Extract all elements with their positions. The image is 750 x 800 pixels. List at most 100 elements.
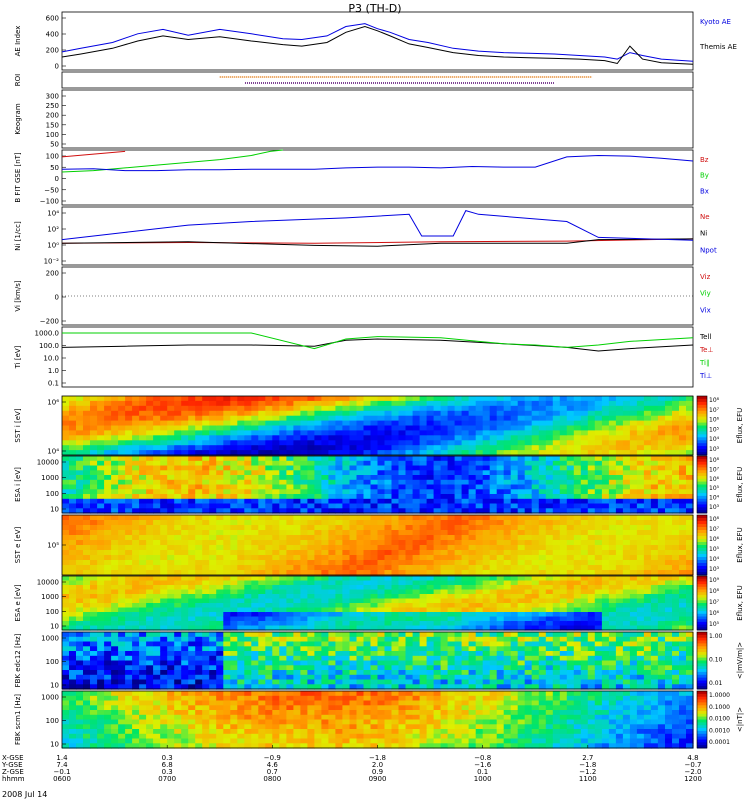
- heatmap-cell: [181, 570, 189, 576]
- heatmap-cell: [244, 550, 252, 556]
- colorbar-swatch: [697, 470, 707, 474]
- heatmap-cell: [552, 456, 561, 462]
- colorbar-swatch: [697, 563, 707, 567]
- heatmap-cell: [349, 515, 358, 521]
- heatmap-cell: [139, 665, 147, 671]
- heatmap-cell: [496, 621, 505, 627]
- heatmap-cell: [265, 445, 273, 451]
- heatmap-cell: [524, 465, 533, 471]
- legend-bfit-1: By: [700, 172, 709, 180]
- heatmap-cell: [524, 585, 533, 591]
- colorbar-swatch: [697, 586, 707, 590]
- heatmap-cell: [293, 405, 301, 412]
- heatmap-cell: [202, 470, 210, 476]
- heatmap-cell: [104, 420, 112, 427]
- heatmap-cell: [370, 498, 379, 505]
- heatmap-cell: [321, 646, 329, 652]
- colorbar-swatch: [697, 597, 707, 601]
- heatmap-cell: [335, 607, 343, 613]
- heatmap-cell: [174, 530, 182, 536]
- heatmap-cell: [300, 450, 308, 456]
- heatmap-cell: [524, 400, 533, 407]
- heatmap-cell: [650, 621, 659, 627]
- heatmap-cell: [83, 660, 91, 666]
- heatmap-cell: [139, 585, 147, 591]
- heatmap-cell: [496, 396, 505, 402]
- heatmap-cell: [153, 603, 161, 609]
- heatmap-cell: [419, 489, 428, 495]
- heatmap-cell: [111, 570, 119, 576]
- heatmap-cell: [202, 679, 210, 685]
- heatmap-cell: [300, 603, 308, 609]
- heatmap-cell: [76, 530, 84, 536]
- heatmap-cell: [482, 494, 491, 500]
- heatmap-cell: [566, 435, 575, 441]
- colorbar-label: Eflux, EFU: [736, 408, 744, 443]
- heatmap-cell: [433, 470, 442, 476]
- heatmap-cell: [657, 475, 666, 481]
- heatmap-cell: [665, 494, 673, 500]
- heatmap-cell: [111, 396, 119, 402]
- heatmap-cell: [384, 440, 393, 446]
- heatmap-cell: [335, 603, 343, 609]
- heatmap-cell: [391, 400, 400, 407]
- heatmap-cell: [111, 565, 119, 571]
- heatmap-cell: [510, 565, 519, 571]
- heatmap-cell: [97, 484, 105, 490]
- heatmap-cell: [83, 405, 91, 412]
- heatmap-cell: [398, 405, 407, 412]
- heatmap-cell: [300, 430, 308, 436]
- heatmap-cell: [321, 679, 329, 685]
- heatmap-cell: [328, 670, 336, 676]
- heatmap-cell: [517, 585, 526, 591]
- heatmap-cell: [615, 445, 624, 451]
- heatmap-cell: [538, 540, 547, 546]
- heatmap-cell: [76, 494, 84, 500]
- heatmap-cell: [111, 625, 119, 631]
- heatmap-cell: [643, 425, 652, 431]
- heatmap-cell: [160, 484, 168, 490]
- heatmap-cell: [62, 535, 70, 541]
- heatmap-cell: [272, 540, 280, 546]
- heatmap-cell: [650, 445, 659, 451]
- heatmap-cell: [230, 530, 238, 536]
- heatmap-cell: [573, 400, 582, 407]
- heatmap-cell: [665, 450, 673, 456]
- heatmap-cell: [328, 435, 336, 441]
- heatmap-cell: [363, 484, 372, 490]
- heatmap-cell: [125, 515, 133, 521]
- heatmap-cell: [167, 625, 175, 631]
- heatmap-cell: [510, 621, 519, 627]
- heatmap-cell: [433, 598, 442, 604]
- heatmap-cell: [286, 484, 294, 490]
- heatmap-cell: [629, 625, 638, 631]
- heatmap-cell: [251, 498, 259, 505]
- heatmap-cell: [412, 603, 421, 609]
- heatmap-cell: [146, 580, 154, 586]
- heatmap-cell: [503, 400, 512, 407]
- heatmap-cell: [412, 445, 421, 451]
- heatmap-cell: [258, 670, 266, 676]
- heatmap-cell: [594, 425, 603, 431]
- colorbar-swatch: [697, 507, 707, 511]
- heatmap-cell: [104, 465, 112, 471]
- heatmap-cell: [223, 540, 231, 546]
- heatmap-cell: [90, 555, 98, 561]
- heatmap-cell: [538, 525, 547, 531]
- heatmap-cell: [342, 498, 350, 505]
- heatmap-cell: [321, 621, 329, 627]
- heatmap-cell: [524, 475, 533, 481]
- heatmap-cell: [608, 545, 617, 551]
- heatmap-cell: [293, 665, 301, 671]
- heatmap-cell: [293, 555, 301, 561]
- heatmap-cell: [665, 515, 673, 521]
- heatmap-cell: [454, 570, 463, 576]
- heatmap-cell: [566, 545, 575, 551]
- heatmap-cell: [293, 651, 301, 657]
- heatmap-cell: [286, 660, 294, 666]
- heatmap-cell: [657, 560, 666, 566]
- heatmap-cell: [160, 489, 168, 495]
- heatmap-cell: [496, 515, 505, 521]
- heatmap-cell: [650, 585, 659, 591]
- heatmap-cell: [83, 456, 91, 462]
